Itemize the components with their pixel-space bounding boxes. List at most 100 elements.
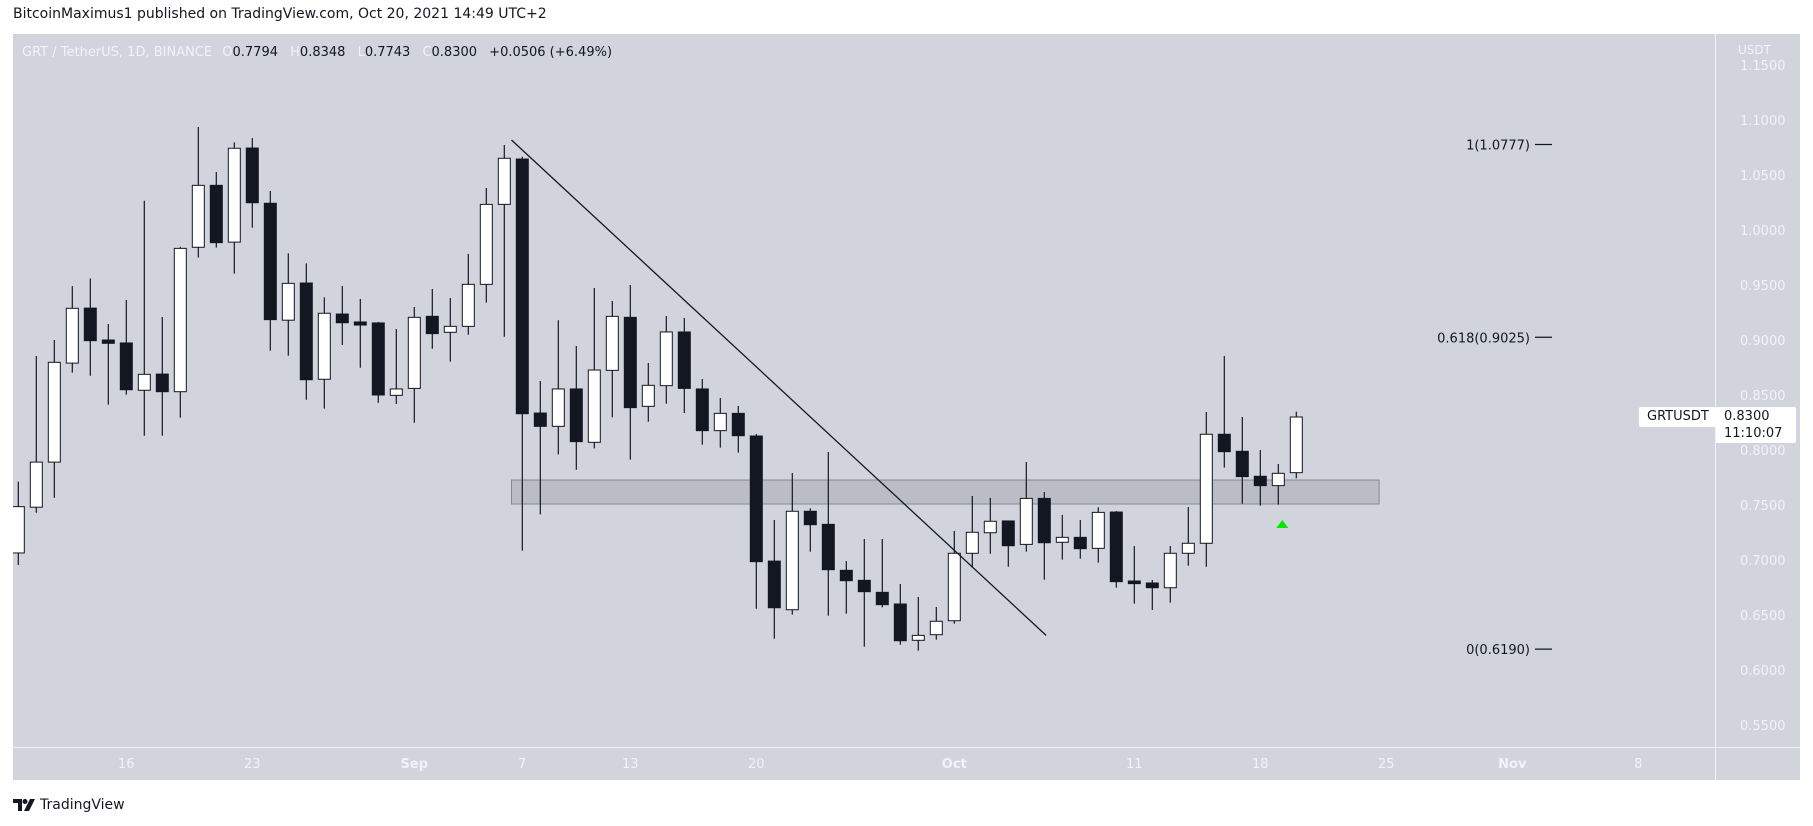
candle xyxy=(515,156,529,551)
green-triangle-marker xyxy=(1276,520,1289,529)
chart-pane[interactable] xyxy=(13,34,1800,780)
time-tick-label: 25 xyxy=(1378,757,1395,772)
candle-body-up xyxy=(317,312,331,380)
candle-body-down xyxy=(1253,475,1267,487)
candle xyxy=(191,127,205,258)
candle-body-down xyxy=(1145,582,1159,589)
candle xyxy=(389,329,403,405)
candle xyxy=(461,253,475,335)
candle xyxy=(299,263,313,400)
candle-body-down xyxy=(839,569,853,582)
candle xyxy=(119,299,133,395)
candle xyxy=(209,172,223,248)
candle xyxy=(551,320,565,455)
candle xyxy=(137,200,151,436)
candle-body-up xyxy=(965,531,979,554)
candle-body-down xyxy=(245,147,259,204)
candle-body-up xyxy=(407,316,421,389)
low-key: L xyxy=(357,45,365,60)
candle xyxy=(1127,546,1141,604)
candle-body-down xyxy=(1001,520,1015,547)
descending-trendline[interactable] xyxy=(511,139,1047,636)
time-tick-label: 20 xyxy=(748,757,765,772)
time-axis[interactable]: 16 23 Sep 7 13 20 Oct 11 18 25 Nov 8 xyxy=(118,757,1642,772)
candle xyxy=(767,519,781,639)
high-value: 0.8348 xyxy=(299,45,346,60)
bar-countdown: 11:10:07 xyxy=(1724,426,1783,441)
candle xyxy=(587,287,601,449)
trendline[interactable] xyxy=(511,139,1047,636)
candle-body-up xyxy=(13,506,25,554)
tradingview-logo-icon xyxy=(13,799,35,811)
publisher-caption: BitcoinMaximus1 published on TradingView… xyxy=(13,6,547,22)
footer-brand[interactable]: TradingView xyxy=(13,795,125,815)
candle-body-down xyxy=(209,184,223,244)
price-axis[interactable]: 1.1500 1.1000 1.0500 1.0000 0.9500 0.9000 0.85… xyxy=(1740,59,1786,734)
low-value: 0.7743 xyxy=(364,45,411,60)
open-key: O xyxy=(222,45,233,60)
candle-body-up xyxy=(443,325,457,333)
fib-level-label: 1(1.0777) xyxy=(1466,139,1530,154)
candle-body-down xyxy=(677,331,691,389)
candle-body-down xyxy=(101,339,115,344)
price-tick-label: 0.7000 xyxy=(1740,554,1786,569)
candle xyxy=(29,355,43,513)
candle xyxy=(13,481,25,565)
candles xyxy=(13,127,1303,651)
candle-body-down xyxy=(425,315,439,335)
fib-level-label: 0(0.6190) xyxy=(1466,643,1530,658)
candle-body-up xyxy=(605,315,619,371)
close-value: 0.8300 xyxy=(431,45,478,60)
candle xyxy=(641,362,655,422)
candle-body-down xyxy=(1073,536,1087,550)
candle-body-down xyxy=(1127,580,1141,585)
last-price-value: 0.8300 xyxy=(1724,409,1770,424)
price-tick-label: 1.0000 xyxy=(1740,224,1786,239)
fibonacci-levels[interactable]: 1(1.0777) 0.618(0.9025) 0(0.6190) xyxy=(1437,139,1552,659)
candle-body-up xyxy=(587,369,601,443)
candle-body-down xyxy=(515,158,529,415)
currency-label: USDT xyxy=(1738,43,1771,57)
candle xyxy=(47,340,61,498)
candle-body-down xyxy=(569,388,583,443)
candle xyxy=(911,596,925,651)
candle-body-up xyxy=(713,412,727,432)
time-tick-label: Oct xyxy=(942,757,967,772)
candle-body-down xyxy=(857,579,871,593)
symbol-name[interactable]: GRT / TetherUS, 1D, BINANCE xyxy=(22,45,213,60)
candle xyxy=(479,187,493,303)
time-tick-label: 23 xyxy=(244,757,261,772)
candle xyxy=(569,346,583,470)
candle xyxy=(1199,411,1213,567)
candle-body-up xyxy=(911,634,925,641)
candle-body-down xyxy=(767,560,781,609)
candle xyxy=(785,472,799,615)
candle-body-up xyxy=(1289,416,1303,474)
candle xyxy=(821,451,835,616)
support-zone[interactable] xyxy=(511,479,1380,505)
candle-body-up xyxy=(1181,542,1195,554)
candle-body-up xyxy=(947,552,961,622)
candle xyxy=(173,246,187,418)
candle-body-down xyxy=(875,591,889,606)
price-tick-label: 0.6000 xyxy=(1740,664,1786,679)
candle xyxy=(929,606,943,640)
price-tick-label: 0.8500 xyxy=(1740,389,1786,404)
candle-body-down xyxy=(119,342,133,391)
candle-body-down xyxy=(695,388,709,432)
candle-body-up xyxy=(1163,552,1177,589)
candle-body-up xyxy=(785,510,799,611)
support-zone-rect[interactable] xyxy=(511,479,1380,505)
candle xyxy=(893,583,907,645)
candle-body-up xyxy=(1055,536,1069,543)
candle-body-up xyxy=(497,157,511,205)
candle-body-up xyxy=(29,461,43,508)
candle xyxy=(1145,580,1159,611)
candle-body-down xyxy=(1037,497,1051,544)
candle xyxy=(623,285,637,460)
time-tick-label: 11 xyxy=(1126,757,1143,772)
candle xyxy=(713,397,727,448)
candle-body-up xyxy=(191,184,205,248)
candle-body-up xyxy=(1199,433,1213,544)
